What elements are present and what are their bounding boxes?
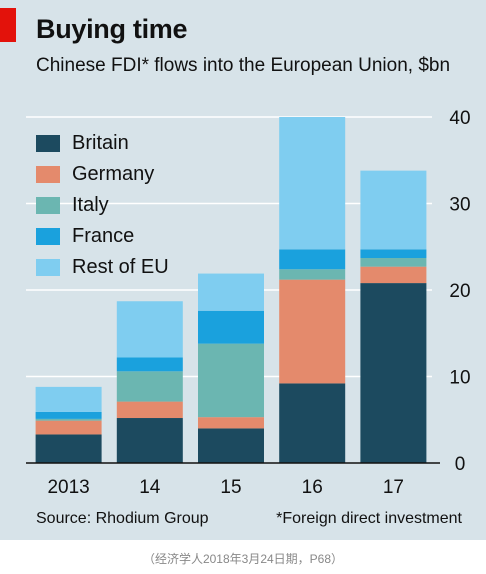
x-tick-label: 16 (302, 477, 323, 498)
legend: Britain Germany Italy France Rest of EU (36, 128, 169, 283)
legend-item: Italy (36, 190, 169, 221)
legend-label: Italy (72, 194, 109, 216)
x-tick-label: 2013 (47, 477, 89, 498)
source-note: Source: Rhodium Group (36, 510, 209, 527)
red-accent-bar (0, 8, 16, 42)
y-tick-label: 40 (449, 108, 470, 129)
bar-segment (35, 418, 102, 421)
bar-segment (279, 117, 346, 250)
bar-segment (279, 383, 346, 463)
bar-segment (279, 279, 346, 384)
bar-segment (198, 343, 264, 418)
bar-segment (116, 418, 183, 463)
legend-swatch (36, 259, 60, 276)
bar-segment (116, 371, 183, 402)
legend-swatch (36, 197, 60, 214)
chart-subtitle: Chinese FDI* flows into the European Uni… (36, 55, 451, 76)
bar-segment (360, 266, 427, 284)
chart-title: Buying time (36, 14, 188, 44)
legend-swatch (36, 135, 60, 152)
legend-item: Britain (36, 128, 169, 159)
y-tick-label: 0 (455, 454, 466, 475)
legend-item: Germany (36, 159, 169, 190)
bar-segment (35, 434, 102, 463)
bar-segment (198, 417, 264, 429)
bar-segment (116, 357, 183, 372)
legend-swatch (36, 166, 60, 183)
legend-label: Britain (72, 132, 129, 154)
bar-segment (360, 283, 427, 463)
bar-segment (35, 411, 102, 419)
y-tick-label: 20 (449, 281, 470, 302)
legend-swatch (36, 228, 60, 245)
bar-segment (116, 401, 183, 419)
stacked-bar-chart: 0 10 20 30 40 2013 14 15 16 17 (26, 108, 471, 498)
bar-segment (116, 301, 183, 358)
bar-segment (279, 249, 346, 270)
legend-item: France (36, 221, 169, 252)
footnote: *Foreign direct investment (276, 510, 462, 527)
bar-segment (198, 310, 264, 344)
caption: （经济学人2018年3月24日期，P68） (142, 552, 344, 566)
bar-segment (35, 420, 102, 435)
x-tick-label: 17 (383, 477, 404, 498)
legend-item: Rest of EU (36, 252, 169, 283)
legend-label: Germany (72, 163, 155, 185)
y-tick-label: 10 (449, 368, 470, 389)
x-tick-label: 15 (220, 477, 241, 498)
bar-segment (360, 249, 427, 258)
bar-segment (360, 257, 427, 267)
y-tick-label: 30 (449, 195, 470, 216)
bar-segment (360, 170, 427, 250)
legend-label: France (72, 225, 135, 247)
axes: 0 10 20 30 40 2013 14 15 16 17 (26, 108, 471, 498)
bar-segment (35, 386, 102, 412)
bar-segment (198, 428, 264, 463)
x-tick-label: 14 (139, 477, 161, 498)
legend-label: Rest of EU (72, 256, 169, 278)
bar-segment (279, 269, 346, 280)
bar-segment (198, 273, 264, 311)
bars (35, 117, 427, 463)
